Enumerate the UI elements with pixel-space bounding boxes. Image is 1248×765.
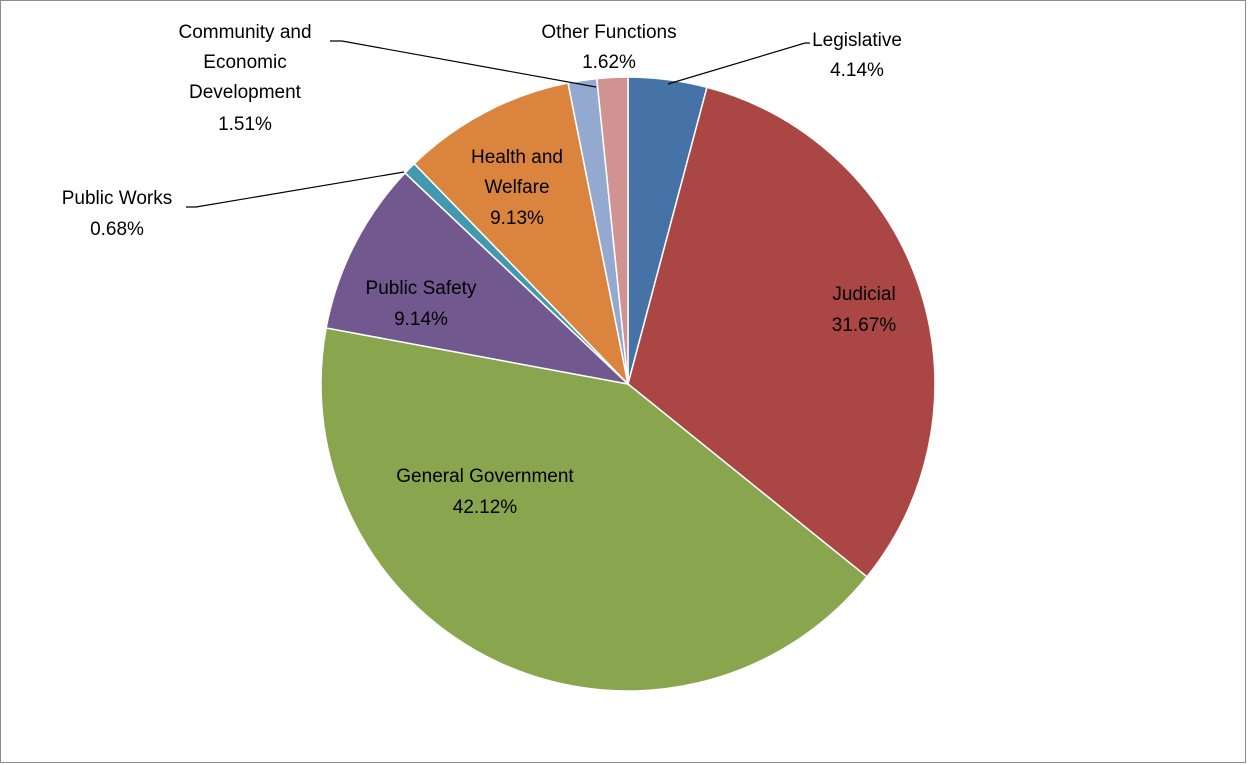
label-general-government-name: General Government [396,466,574,487]
label-public-works-pct: 0.68% [90,219,144,240]
label-community-line2: Economic [203,52,286,73]
label-legislative-name: Legislative [812,30,902,51]
pie-slice-other-functions [595,76,629,385]
label-public-safety-pct: 9.14% [394,309,448,330]
pie-slice-public-safety [325,171,631,386]
pie-slice-general-government [320,327,868,692]
pie-slices [320,76,936,692]
label-public-safety-name: Public Safety [366,278,477,299]
label-general-government-pct: 42.12% [453,497,518,518]
leader-line-community-development [330,40,597,88]
label-community-line3: Development [189,82,302,103]
label-judicial-pct: 31.67% [832,315,897,336]
pie-slice-judicial [627,86,936,578]
leader-line-public-works [186,171,405,208]
label-public-works-name: Public Works [62,188,173,209]
label-other-functions-pct: 1.62% [582,52,636,73]
label-other-functions-name: Other Functions [541,22,676,43]
label-judicial-name: Judicial [832,284,895,305]
pie-slice-health-and-welfare [413,82,630,387]
label-community-pct: 1.51% [218,114,272,135]
label-legislative-pct: 4.14% [830,60,884,81]
label-health-pct: 9.13% [490,208,544,229]
leader-line-legislative [667,42,810,85]
label-health-line2: Welfare [484,177,549,198]
label-community-line1: Community and [178,22,311,43]
label-health-line1: Health and [471,147,563,168]
